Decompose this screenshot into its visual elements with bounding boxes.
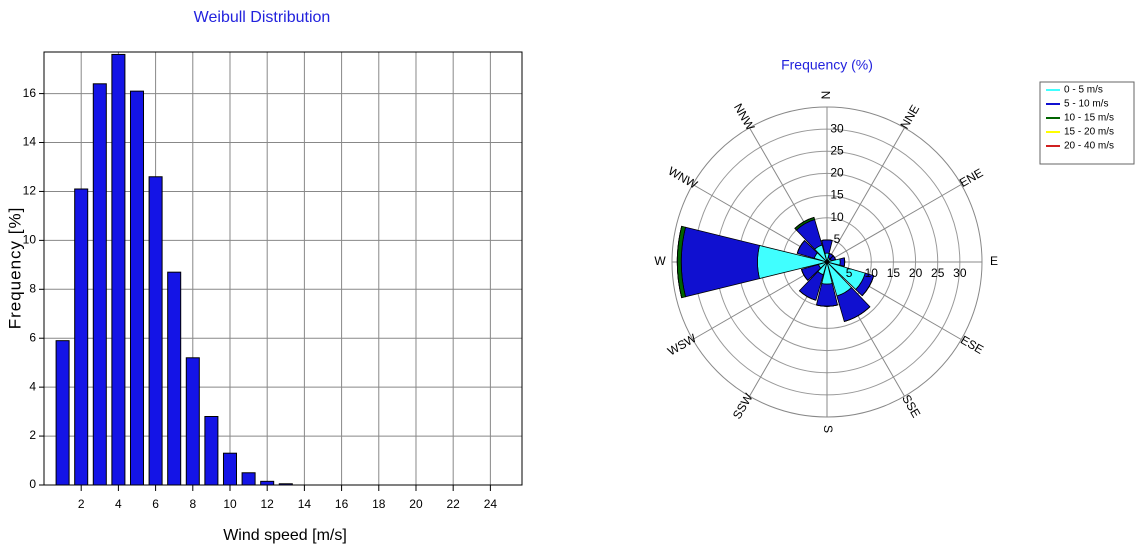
direction-label: S [821, 425, 835, 433]
y-tick-label: 8 [29, 281, 36, 295]
x-tick-label: 6 [152, 497, 159, 511]
bar [111, 53, 126, 486]
x-tick-label: 20 [409, 497, 423, 511]
r-tick-label: 15 [830, 188, 844, 202]
legend-label: 10 - 15 m/s [1064, 113, 1114, 124]
rose-segment [676, 226, 683, 298]
legend-label: 5 - 10 m/s [1064, 99, 1108, 110]
direction-label: N [819, 91, 833, 100]
y-tick-label: 0 [29, 477, 36, 491]
direction-label: NNW [731, 101, 758, 133]
bar [55, 340, 70, 486]
r-tick-label: 10 [830, 210, 844, 224]
y-tick-label: 4 [29, 379, 36, 393]
x-tick-label: 10 [223, 497, 237, 511]
x-tick-label: 22 [447, 497, 461, 511]
x-tick-label: 8 [189, 497, 196, 511]
bar [148, 176, 163, 486]
r-tick-label: 5 [846, 266, 853, 280]
x-tick-label: 12 [261, 497, 275, 511]
bar [74, 188, 89, 486]
rose-segment [843, 257, 846, 267]
r-tick-label: 15 [887, 266, 901, 280]
chart-title: Weibull Distribution [194, 9, 331, 26]
x-tick-label: 24 [484, 497, 498, 511]
legend-label: 15 - 20 m/s [1064, 127, 1114, 138]
x-tick-label: 14 [298, 497, 312, 511]
y-tick-label: 16 [23, 86, 37, 100]
x-tick-label: 16 [335, 497, 349, 511]
spoke [826, 127, 905, 263]
x-tick-label: 2 [78, 497, 85, 511]
r-tick-label: 25 [931, 266, 945, 280]
bar [167, 271, 182, 486]
chart-title: Frequency (%) [781, 57, 873, 73]
bar [204, 416, 219, 486]
y-tick-label: 6 [29, 330, 36, 344]
direction-label: W [654, 254, 666, 268]
bar [92, 83, 107, 486]
spoke [826, 184, 962, 263]
rose-segment [680, 226, 760, 298]
x-tick-label: 4 [115, 497, 122, 511]
bar [241, 472, 256, 486]
rose-segment [796, 240, 805, 254]
r-tick-label: 30 [953, 266, 967, 280]
bar [185, 357, 200, 486]
direction-label: ESE [958, 333, 986, 357]
y-axis-label: Frequency [%] [5, 207, 24, 330]
y-tick-label: 10 [23, 233, 37, 247]
r-tick-label: 20 [909, 266, 923, 280]
direction-label: ENE [957, 166, 985, 190]
rose-segment [839, 257, 846, 267]
direction-label: WSW [665, 331, 699, 359]
legend-label: 20 - 40 m/s [1064, 141, 1114, 152]
r-tick-label: 5 [834, 232, 841, 246]
r-tick-label: 30 [830, 121, 844, 135]
y-tick-label: 12 [23, 184, 37, 198]
r-tick-label: 10 [865, 266, 879, 280]
direction-label: E [990, 254, 998, 268]
x-tick-label: 18 [372, 497, 386, 511]
rose-segment [861, 275, 875, 296]
bar [278, 483, 293, 486]
legend-label: 0 - 5 m/s [1064, 85, 1103, 96]
bar [129, 90, 145, 486]
y-tick-label: 2 [29, 428, 36, 442]
bar [260, 480, 275, 486]
legend-box [1039, 81, 1135, 165]
direction-label: WNW [666, 164, 701, 192]
direction-label: SSE [899, 392, 923, 420]
y-tick-label: 14 [23, 135, 37, 149]
r-tick-label: 25 [830, 143, 844, 157]
x-axis-label: Wind speed [m/s] [223, 527, 347, 544]
r-tick-label: 20 [830, 166, 844, 180]
direction-label: SSW [730, 390, 756, 421]
bar [222, 452, 238, 486]
direction-label: NNE [897, 102, 922, 131]
